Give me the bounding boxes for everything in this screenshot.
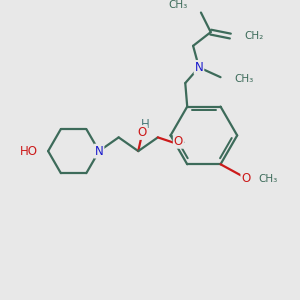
Text: O: O — [242, 172, 250, 185]
Text: O: O — [174, 135, 183, 148]
Text: CH₂: CH₂ — [244, 31, 263, 41]
Text: O: O — [137, 126, 147, 139]
Text: N: N — [95, 145, 103, 158]
Text: N: N — [195, 61, 203, 74]
Text: H: H — [141, 118, 149, 131]
Text: HO: HO — [20, 145, 38, 158]
Text: CH₃: CH₃ — [259, 174, 278, 184]
Text: CH₃: CH₃ — [234, 74, 254, 84]
Text: CH₃: CH₃ — [168, 0, 187, 10]
